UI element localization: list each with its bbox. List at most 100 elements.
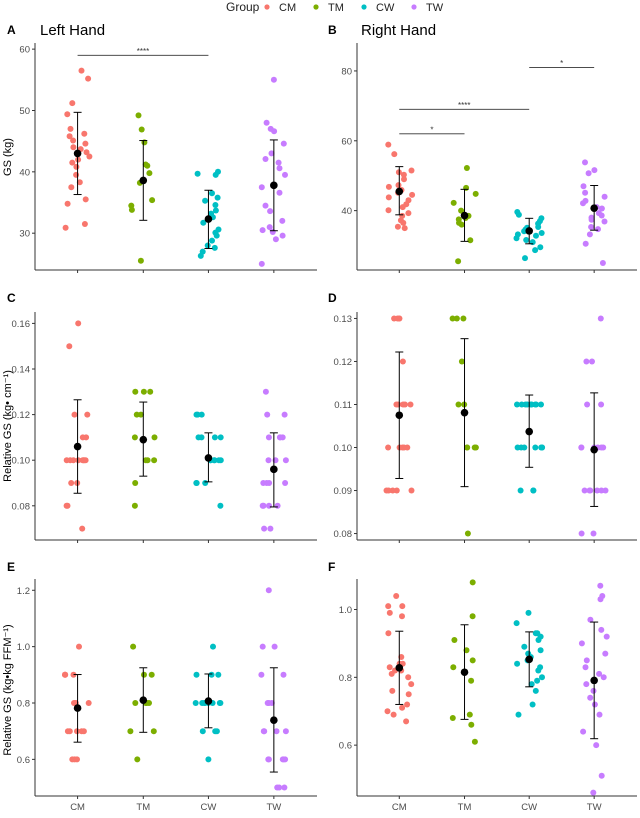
point-tw (282, 480, 289, 486)
point-tw (269, 229, 276, 235)
point-cm (399, 358, 406, 365)
point-tw (595, 226, 601, 233)
point-cm (81, 457, 88, 464)
point-tw (281, 411, 288, 418)
y-tick-label: 0.08 (334, 529, 353, 540)
mean-point-cw (204, 454, 213, 462)
point-tm (450, 199, 457, 206)
point-tw (588, 224, 595, 230)
point-tw (587, 616, 594, 623)
panel-a: 30 40 50 60 **** (19, 43, 317, 273)
point-cw (193, 671, 200, 678)
point-cm (68, 480, 75, 486)
mean-point-tm (139, 176, 148, 185)
point-tw (578, 640, 585, 647)
point-tw (267, 525, 274, 532)
point-cw (212, 171, 219, 178)
panel-label-d: D (328, 291, 337, 305)
point-cm (385, 603, 392, 610)
point-cw (211, 434, 218, 441)
mean-point-tm (460, 668, 469, 677)
point-tw (276, 165, 283, 172)
point-cw (202, 480, 209, 486)
point-tw (266, 224, 273, 231)
point-cw (215, 671, 222, 678)
point-tw (589, 358, 595, 365)
point-cm (408, 681, 415, 688)
point-cw (525, 609, 532, 616)
y-tick-label: 1.0 (17, 642, 30, 653)
point-tm (464, 530, 471, 537)
point-tw (591, 701, 598, 708)
point-tm (472, 444, 479, 451)
significance-label: **** (458, 101, 470, 110)
point-cm (70, 457, 77, 464)
point-cm (66, 343, 73, 350)
point-tm (460, 315, 467, 322)
mean-point-cm (395, 411, 404, 420)
point-tm (137, 411, 144, 418)
y-tick-label: 60 (19, 45, 30, 56)
point-tm (449, 715, 456, 721)
point-cm (399, 603, 406, 610)
point-cm (408, 167, 415, 174)
point-cm (75, 156, 82, 163)
point-tw (598, 772, 605, 779)
point-tw (262, 388, 269, 395)
point-cm (399, 613, 405, 620)
point-cm (85, 75, 92, 82)
point-tw (602, 650, 609, 657)
point-cw (532, 687, 539, 694)
point-cm (64, 728, 71, 735)
point-tm (469, 657, 476, 664)
point-tw (603, 633, 610, 640)
mean-point-tm (460, 408, 469, 417)
point-cw (195, 434, 202, 441)
point-tw (259, 227, 266, 234)
point-cw (537, 647, 544, 654)
point-tw (581, 487, 588, 494)
point-tm (463, 184, 470, 191)
significance-label: * (560, 59, 563, 68)
point-cm (62, 224, 69, 231)
point-cm (71, 411, 78, 418)
point-cw (217, 700, 224, 706)
point-cw (213, 728, 220, 735)
point-cw (517, 487, 524, 494)
point-cw (199, 728, 206, 735)
point-cm (64, 200, 71, 207)
point-cm (64, 111, 71, 118)
y-tick-label: 0.8 (17, 699, 30, 710)
point-tw (270, 76, 277, 83)
mean-point-cw (525, 227, 533, 235)
point-tm (449, 315, 456, 322)
y-tick-label: 1.0 (339, 605, 352, 616)
point-cw (532, 247, 539, 254)
point-cm (74, 756, 80, 763)
point-tw (260, 728, 267, 735)
point-cm (69, 756, 76, 763)
point-tw (268, 150, 275, 157)
point-cw (192, 700, 199, 706)
legend-dot-tm (313, 4, 319, 10)
point-tw (590, 687, 597, 694)
legend-label-tm: TM (328, 2, 344, 14)
point-cw (217, 434, 224, 441)
point-tw (279, 232, 286, 239)
point-cm (399, 204, 406, 211)
point-cw (212, 202, 219, 208)
point-cm (69, 159, 76, 166)
point-cm (85, 700, 92, 706)
mean-point-tm (139, 696, 148, 704)
point-tm (148, 671, 155, 678)
y-tick-label: 0.14 (12, 365, 31, 376)
y-tick-label: 0.08 (12, 501, 31, 512)
point-cw (528, 681, 535, 688)
point-cw (515, 211, 522, 218)
point-tm (137, 257, 144, 264)
x-tick-label-cm: CM (392, 802, 407, 813)
point-tm (466, 711, 473, 718)
point-tw (274, 502, 281, 509)
mean-point-tw (590, 676, 598, 685)
y-tick-label: 0.09 (334, 486, 353, 497)
